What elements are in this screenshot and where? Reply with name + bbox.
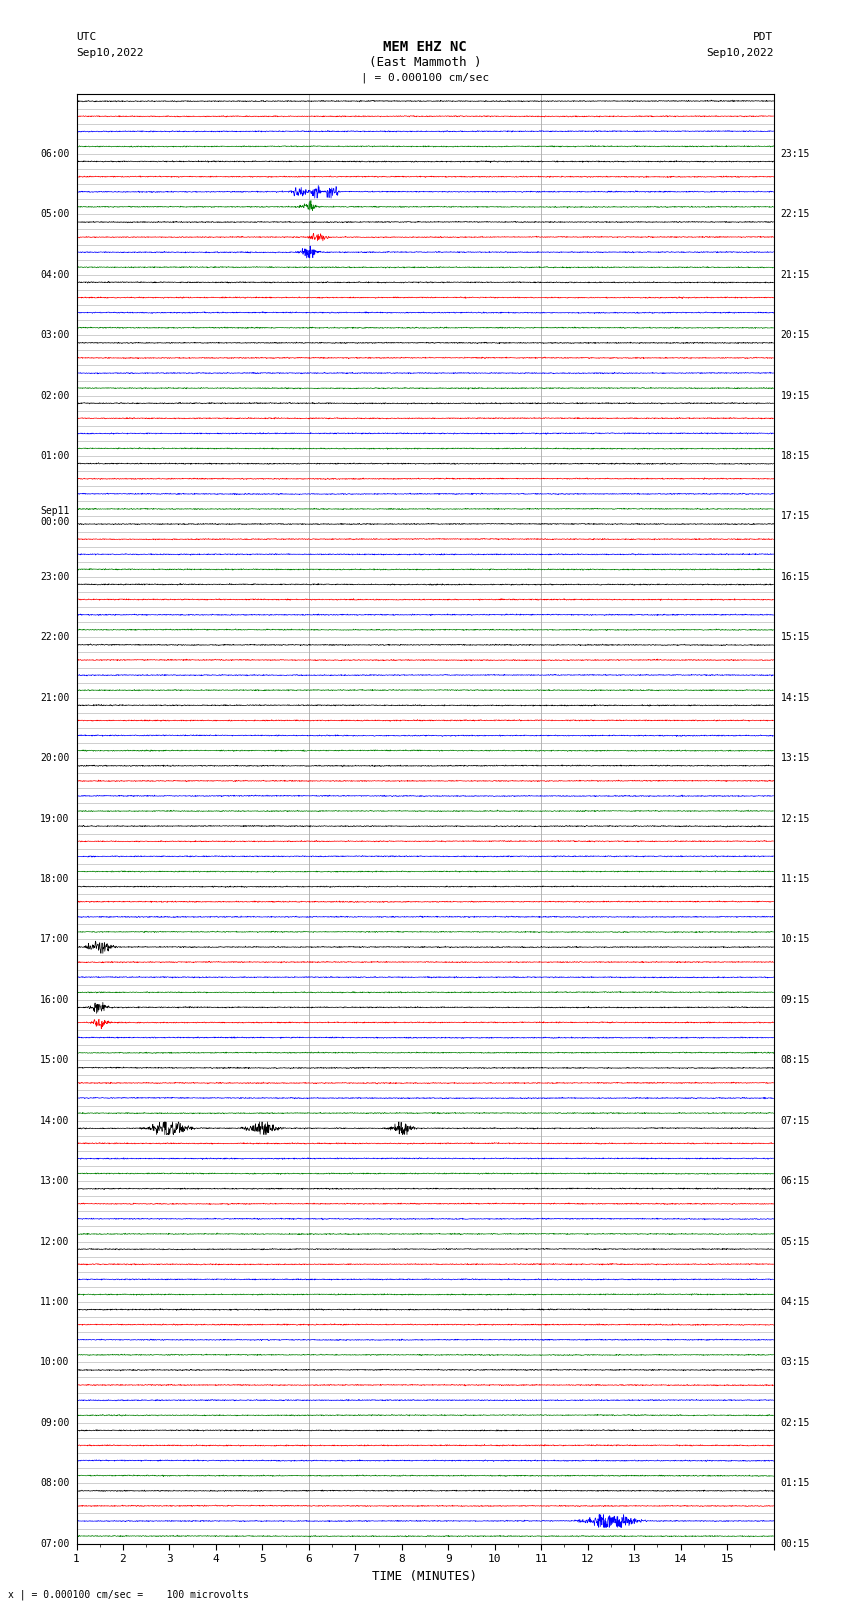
Text: 11:15: 11:15 bbox=[780, 874, 810, 884]
Text: 18:15: 18:15 bbox=[780, 452, 810, 461]
Text: 05:00: 05:00 bbox=[40, 210, 70, 219]
Text: 04:00: 04:00 bbox=[40, 269, 70, 279]
Text: Sep10,2022: Sep10,2022 bbox=[76, 48, 144, 58]
Text: 10:00: 10:00 bbox=[40, 1358, 70, 1368]
Text: UTC: UTC bbox=[76, 32, 97, 42]
Text: 19:00: 19:00 bbox=[40, 813, 70, 824]
Text: 09:00: 09:00 bbox=[40, 1418, 70, 1428]
Text: 14:00: 14:00 bbox=[40, 1116, 70, 1126]
Text: 17:00: 17:00 bbox=[40, 934, 70, 945]
Text: 02:15: 02:15 bbox=[780, 1418, 810, 1428]
Text: 22:00: 22:00 bbox=[40, 632, 70, 642]
Text: 22:15: 22:15 bbox=[780, 210, 810, 219]
Text: 16:15: 16:15 bbox=[780, 573, 810, 582]
Text: 13:00: 13:00 bbox=[40, 1176, 70, 1186]
Text: 23:15: 23:15 bbox=[780, 148, 810, 160]
Text: 08:15: 08:15 bbox=[780, 1055, 810, 1065]
Text: 09:15: 09:15 bbox=[780, 995, 810, 1005]
Text: MEM EHZ NC: MEM EHZ NC bbox=[383, 40, 467, 55]
Text: 23:00: 23:00 bbox=[40, 573, 70, 582]
Text: 12:15: 12:15 bbox=[780, 813, 810, 824]
Text: 03:00: 03:00 bbox=[40, 331, 70, 340]
Text: 15:00: 15:00 bbox=[40, 1055, 70, 1065]
Text: 19:15: 19:15 bbox=[780, 390, 810, 400]
Text: 21:15: 21:15 bbox=[780, 269, 810, 279]
Text: 10:15: 10:15 bbox=[780, 934, 810, 945]
Text: 11:00: 11:00 bbox=[40, 1297, 70, 1307]
X-axis label: TIME (MINUTES): TIME (MINUTES) bbox=[372, 1569, 478, 1582]
Text: 20:15: 20:15 bbox=[780, 331, 810, 340]
Text: Sep11
00:00: Sep11 00:00 bbox=[40, 506, 70, 527]
Text: 16:00: 16:00 bbox=[40, 995, 70, 1005]
Text: 02:00: 02:00 bbox=[40, 390, 70, 400]
Text: 15:15: 15:15 bbox=[780, 632, 810, 642]
Text: 17:15: 17:15 bbox=[780, 511, 810, 521]
Text: 12:00: 12:00 bbox=[40, 1237, 70, 1247]
Text: 07:15: 07:15 bbox=[780, 1116, 810, 1126]
Text: 14:15: 14:15 bbox=[780, 692, 810, 703]
Text: PDT: PDT bbox=[753, 32, 774, 42]
Text: 07:00: 07:00 bbox=[40, 1539, 70, 1548]
Text: 03:15: 03:15 bbox=[780, 1358, 810, 1368]
Text: 05:15: 05:15 bbox=[780, 1237, 810, 1247]
Text: 06:00: 06:00 bbox=[40, 148, 70, 160]
Text: 21:00: 21:00 bbox=[40, 692, 70, 703]
Text: (East Mammoth ): (East Mammoth ) bbox=[369, 56, 481, 69]
Text: 13:15: 13:15 bbox=[780, 753, 810, 763]
Text: 01:15: 01:15 bbox=[780, 1478, 810, 1489]
Text: x | = 0.000100 cm/sec =    100 microvolts: x | = 0.000100 cm/sec = 100 microvolts bbox=[8, 1589, 249, 1600]
Text: 20:00: 20:00 bbox=[40, 753, 70, 763]
Text: Sep10,2022: Sep10,2022 bbox=[706, 48, 774, 58]
Text: 08:00: 08:00 bbox=[40, 1478, 70, 1489]
Text: 00:15: 00:15 bbox=[780, 1539, 810, 1548]
Text: 18:00: 18:00 bbox=[40, 874, 70, 884]
Text: 01:00: 01:00 bbox=[40, 452, 70, 461]
Text: 04:15: 04:15 bbox=[780, 1297, 810, 1307]
Text: | = 0.000100 cm/sec: | = 0.000100 cm/sec bbox=[361, 73, 489, 84]
Text: 06:15: 06:15 bbox=[780, 1176, 810, 1186]
